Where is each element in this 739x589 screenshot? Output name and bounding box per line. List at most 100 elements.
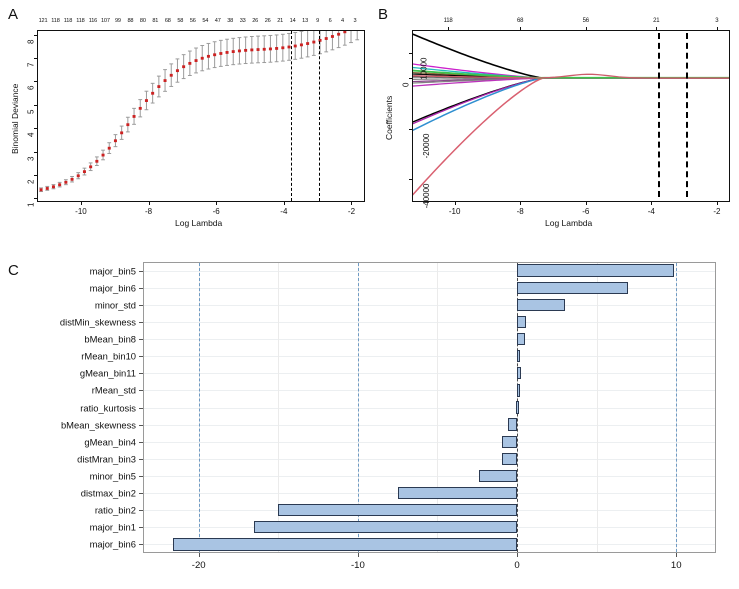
panel-c-y-tick — [139, 270, 143, 272]
panel-a-top-axis-label: 26 — [252, 18, 259, 24]
panel-a-lambda-min-line — [290, 31, 292, 201]
panel-b-x-tick-label: -2 — [713, 207, 721, 216]
panel-b-y-tick — [409, 78, 412, 80]
panel-a-y-tick — [34, 151, 37, 153]
panel-a-x-tick — [216, 202, 218, 205]
panel-a-top-axis-label: 56 — [189, 18, 196, 24]
panel-c-y-tick — [139, 356, 143, 358]
panel-a-x-axis-title: Log Lambda — [175, 218, 223, 228]
panel-a-x-tick — [283, 202, 285, 205]
panel-c-x-tick-label: 10 — [670, 560, 682, 571]
panel-c-x-tick — [357, 553, 359, 557]
panel-a-y-tick-label: 4 — [26, 132, 36, 138]
panel-b-top-tick — [585, 27, 587, 30]
panel-a-top-axis-label: 80 — [139, 18, 146, 24]
panel-c-category-label: distMran_bin3 — [77, 453, 136, 465]
panel-c-bar — [517, 315, 526, 329]
panel-c-row-gridline — [144, 424, 715, 426]
panel-b-top-axis-label: 56 — [582, 18, 589, 24]
panel-b-top-axis-label: 21 — [653, 18, 660, 24]
panel-b-top-tick — [716, 27, 718, 30]
panel-a-top-axis-label: 118 — [63, 18, 73, 24]
panel-c-y-tick — [139, 373, 143, 375]
panel-c-category-label: major_bin1 — [89, 521, 136, 533]
panel-c-category-label: gMean_bin11 — [79, 367, 136, 379]
panel-b-top-tick — [656, 27, 658, 30]
panel-c-coefficient-barplot: C major_bin5 major_bin6 minor_std distMin_s… — [0, 252, 739, 589]
panel-a-top-axis-label: 38 — [227, 18, 234, 24]
panel-b-y-tick-label: -40000 — [421, 183, 431, 209]
panel-c-y-tick — [139, 304, 143, 306]
panel-a-top-axis-label: 47 — [214, 18, 221, 24]
panel-a-x-tick — [80, 202, 82, 205]
panel-c-category-label: rMean_bin10 — [81, 350, 136, 362]
panel-c-bar — [501, 452, 518, 465]
panel-a-y-tick-label: 1 — [26, 202, 36, 208]
panel-a-top-axis-label: 13 — [302, 18, 308, 24]
panel-c-row-gridline — [144, 407, 715, 409]
panel-b-top-axis-label: 68 — [517, 18, 524, 24]
panel-b-coefficient-paths: B 10000 0 -20000 -40000 -10 -8 -6 -4 -2 118 68 56 21… — [370, 0, 739, 252]
panel-c-bar — [517, 281, 628, 294]
panel-c-y-tick — [139, 287, 143, 289]
panel-a-top-axis-label: 9 — [316, 18, 320, 24]
panel-c-row-gridline — [144, 304, 715, 306]
panel-b-x-tick-label: -4 — [647, 207, 655, 216]
panel-a-top-axis-label: 21 — [277, 18, 284, 24]
panel-c-bar — [173, 538, 518, 551]
panel-c-reference-line — [198, 263, 200, 552]
panel-a-top-axis-label: 14 — [289, 18, 296, 24]
panel-c-category-label: major_bin6 — [89, 538, 136, 550]
panel-c-x-tick-label: -10 — [350, 560, 365, 571]
panel-c-y-tick — [139, 510, 143, 512]
panel-c-x-tick-label: -20 — [191, 560, 206, 571]
panel-a-x-tick-label: -10 — [75, 207, 87, 216]
panel-a-y-tick-label: 6 — [26, 85, 36, 91]
panel-a-top-axis-label: 99 — [114, 18, 121, 24]
panel-c-row-gridline — [144, 287, 715, 289]
panel-c-y-tick — [139, 441, 143, 443]
panel-c-row-gridline — [144, 458, 715, 460]
panel-c-row-gridline — [144, 339, 715, 341]
panel-c-category-label: minor_std — [94, 299, 136, 311]
panel-c-bar — [517, 367, 521, 380]
panel-c-bar — [254, 521, 518, 534]
panel-c-row-gridline — [144, 441, 715, 443]
panel-a-x-tick-label: -4 — [280, 207, 288, 216]
panel-b-x-tick — [716, 202, 718, 205]
panel-a-top-axis-label: 88 — [127, 18, 134, 24]
panel-a-y-tick — [34, 81, 37, 83]
panel-b-top-axis-label: 3 — [715, 18, 719, 24]
panel-b-x-tick-label: -6 — [582, 207, 590, 216]
panel-c-y-tick — [139, 407, 143, 409]
panel-a-y-tick — [34, 104, 37, 106]
panel-c-bar — [517, 384, 520, 397]
panel-a-top-axis-label: 118 — [76, 18, 85, 24]
panel-c-category-label: rMean_std — [91, 384, 136, 396]
panel-a-x-tick-label: -6 — [212, 207, 220, 216]
panel-c-bar — [478, 469, 518, 483]
panel-c-y-tick — [139, 339, 143, 341]
panel-c-category-label: distmax_bin2 — [80, 487, 136, 499]
panel-b-x-tick — [454, 202, 456, 205]
panel-c-value-gridline — [278, 263, 280, 552]
panel-c-category-label: ratio_bin2 — [94, 504, 136, 516]
panel-a-y-tick-label: 5 — [26, 109, 36, 114]
panel-a-y-tick — [34, 34, 37, 36]
panel-c-category-label: distMin_skewness — [59, 316, 136, 328]
panel-c-x-tick-label: 0 — [514, 560, 520, 571]
panel-b-lambda-min-line — [657, 33, 660, 197]
panel-c-bar — [516, 401, 519, 414]
panel-a-x-tick-label: -8 — [145, 207, 153, 216]
panel-b-y-tick-label: 10000 — [419, 57, 429, 80]
panel-c-y-tick — [139, 390, 143, 392]
panel-c-category-label: minor_bin5 — [89, 470, 136, 482]
panel-c-letter: C — [8, 262, 19, 279]
panel-c-bar — [501, 435, 518, 448]
panel-a-y-tick-label: 3 — [26, 156, 36, 161]
panel-a-top-axis-label: 58 — [177, 18, 184, 24]
panel-a-y-tick — [34, 58, 37, 60]
panel-a-top-axis-label: 121 — [38, 18, 48, 24]
panel-c-value-gridline — [437, 263, 439, 552]
panel-c-y-tick — [139, 458, 143, 460]
